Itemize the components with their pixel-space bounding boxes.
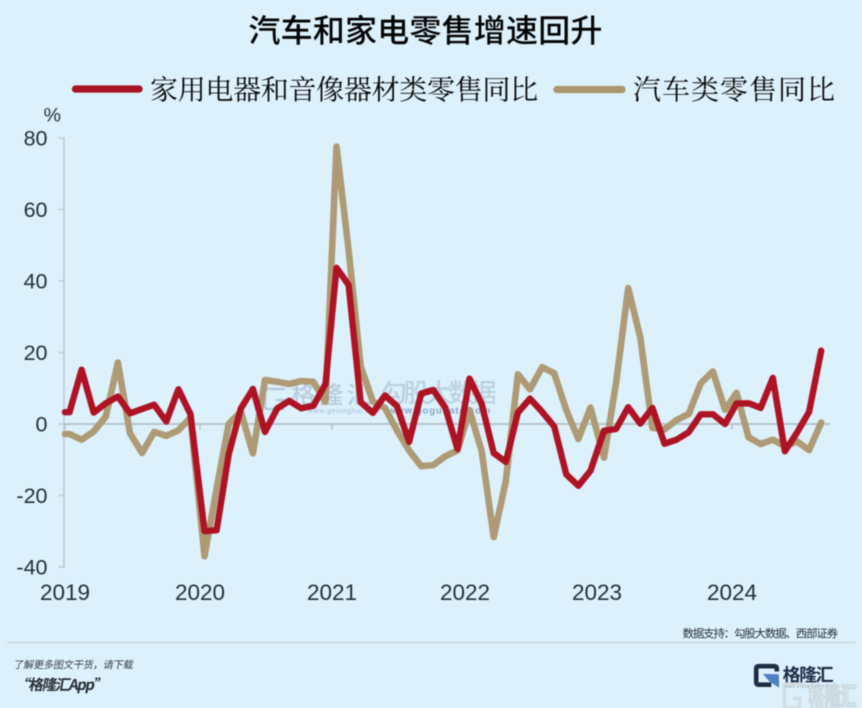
- svg-text:2023: 2023: [572, 580, 622, 605]
- svg-text:%: %: [44, 105, 61, 127]
- svg-text:80: 80: [24, 126, 48, 150]
- svg-text:2020: 2020: [175, 580, 225, 605]
- svg-text:2019: 2019: [40, 580, 90, 605]
- svg-text:20: 20: [24, 341, 48, 365]
- svg-text:2024: 2024: [707, 580, 757, 605]
- svg-text:-40: -40: [16, 555, 47, 579]
- svg-text:NEWS STOCKS DATA FUND: NEWS STOCKS DATA FUND: [783, 685, 837, 689]
- svg-text:0: 0: [36, 412, 48, 436]
- svg-text:www.gelonghui.com: www.gelonghui.com: [307, 408, 380, 415]
- svg-text:40: 40: [24, 269, 48, 293]
- svg-text:www.gogudata.com: www.gogudata.com: [387, 406, 491, 417]
- svg-text:2021: 2021: [307, 580, 357, 605]
- svg-text:60: 60: [24, 198, 48, 222]
- svg-text:-20: -20: [16, 484, 47, 508]
- svg-text:2022: 2022: [440, 580, 490, 605]
